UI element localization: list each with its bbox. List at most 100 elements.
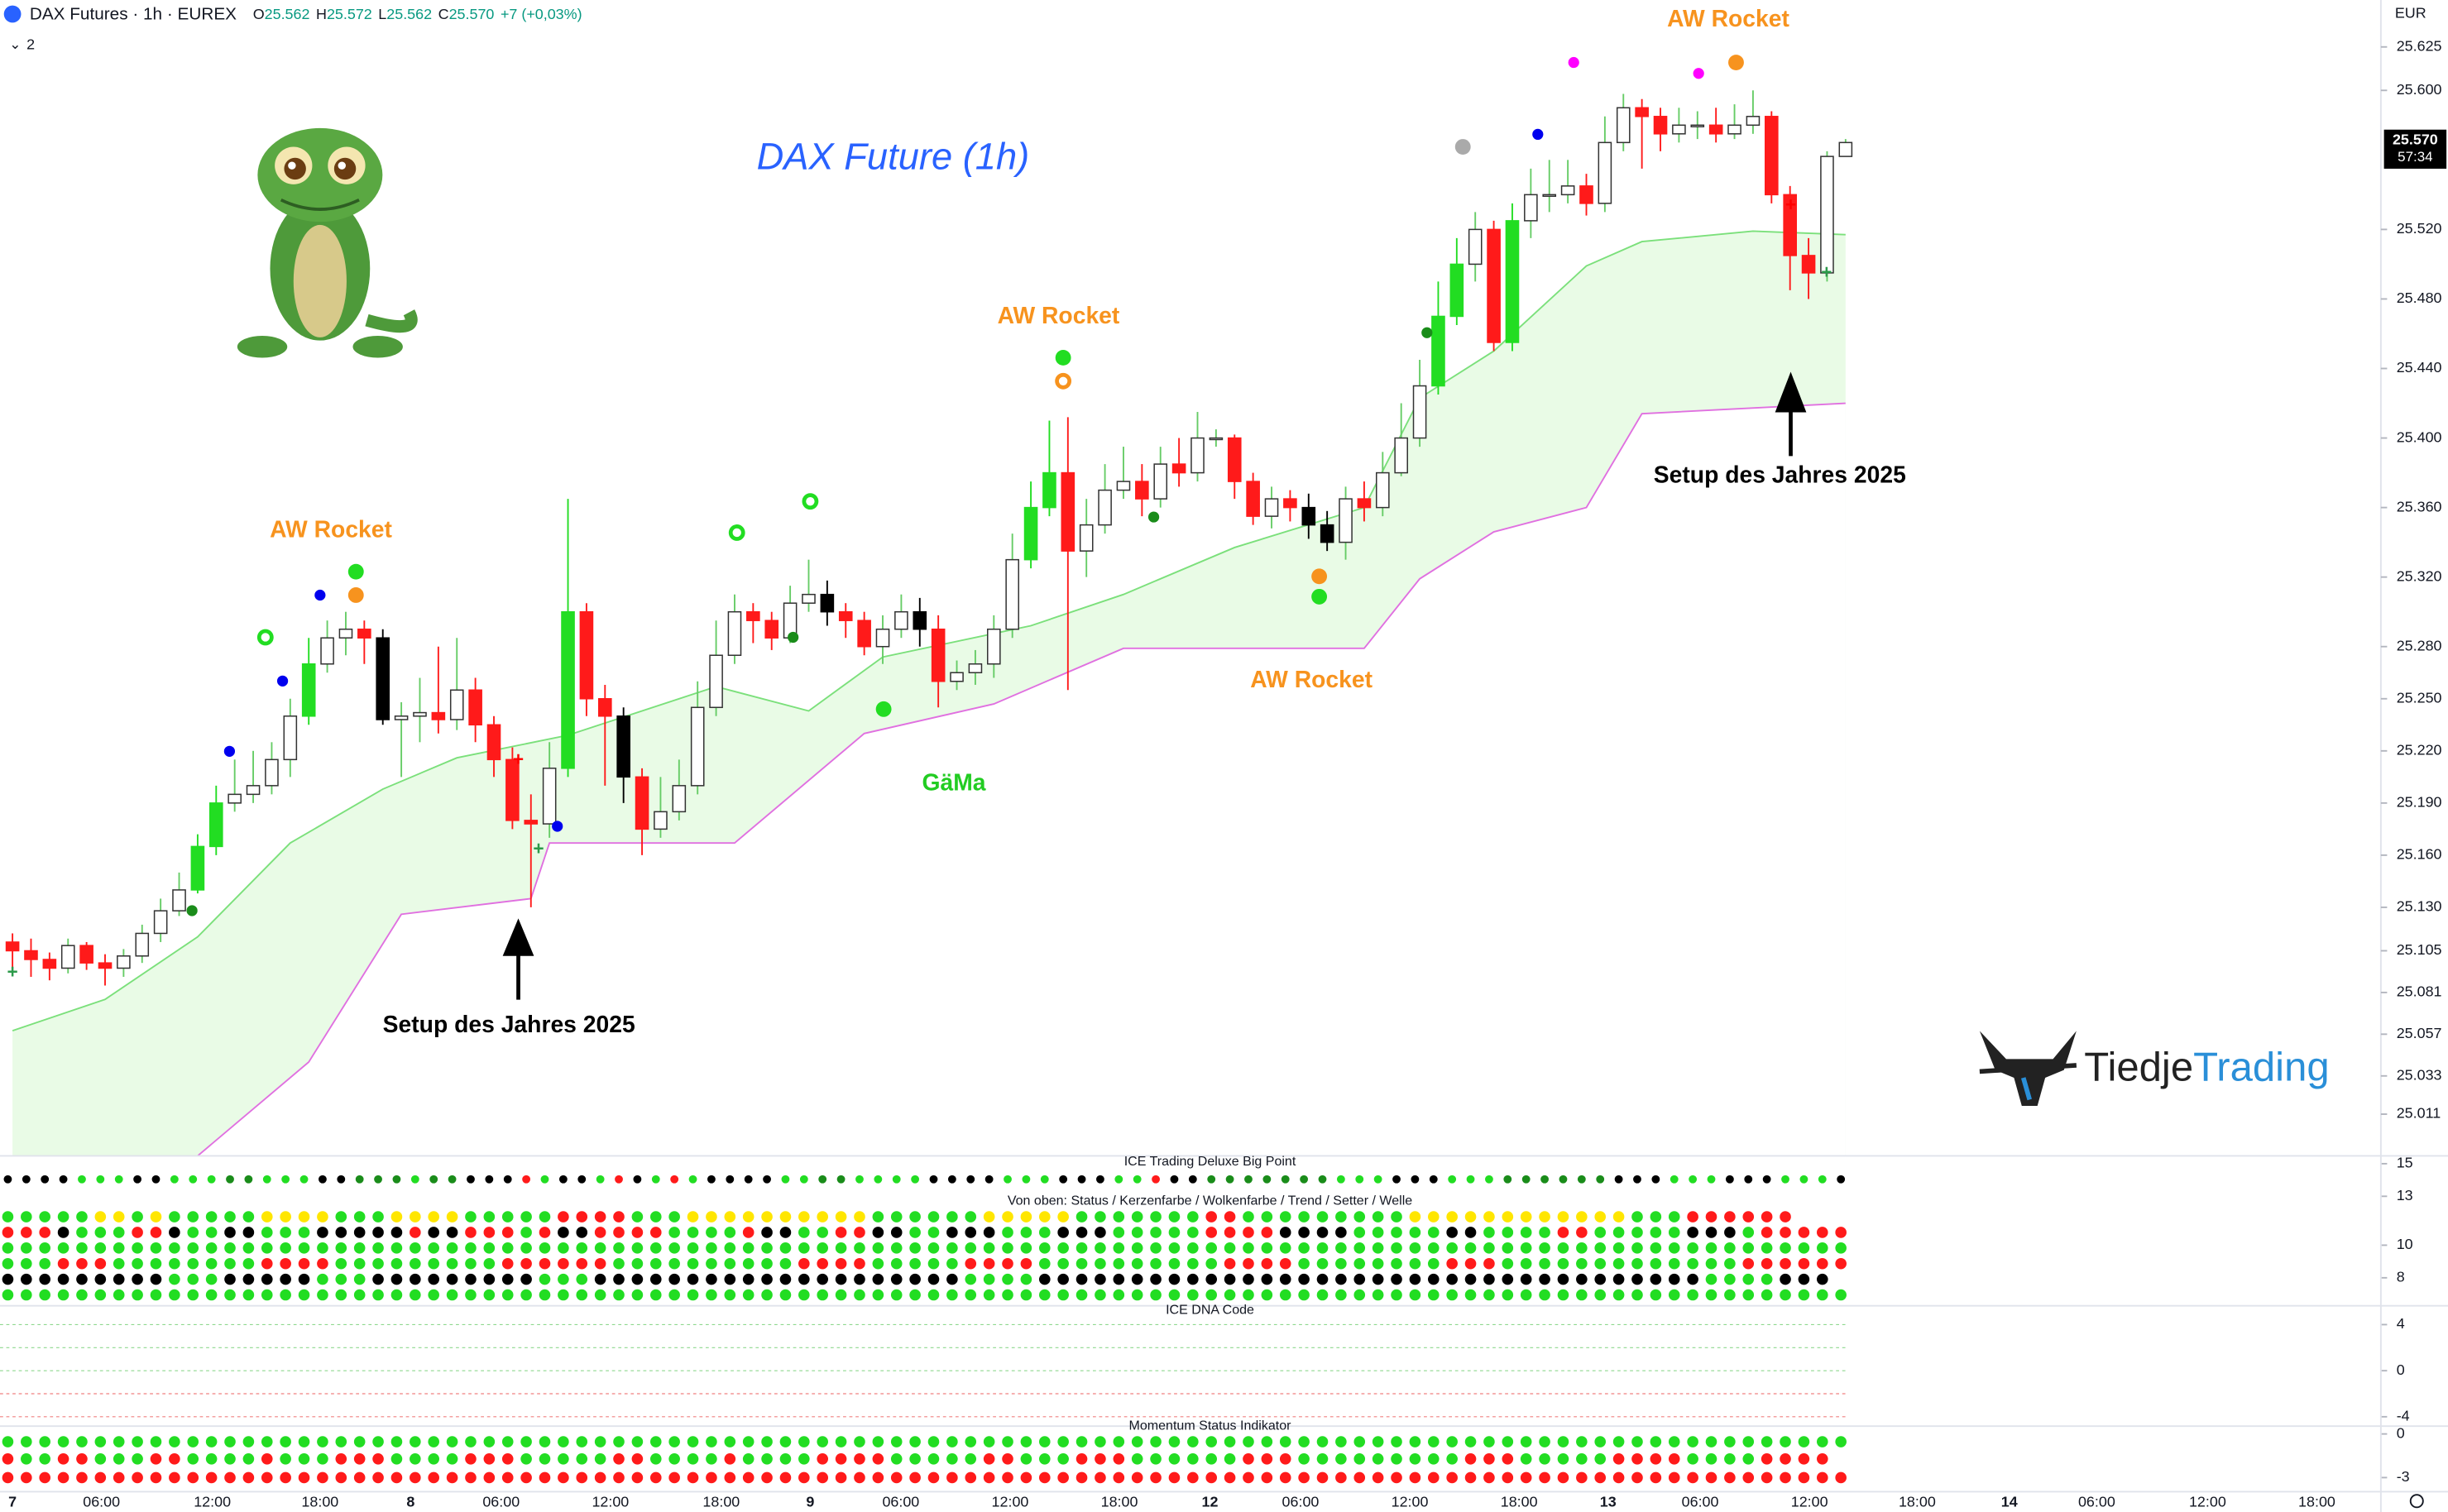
signal-dot <box>761 1452 773 1465</box>
signal-dot <box>1631 1436 1643 1447</box>
signal-dot <box>668 1257 680 1270</box>
signal-dot <box>1279 1227 1291 1238</box>
pane-count[interactable]: 2 <box>26 36 35 52</box>
signal-dot <box>1594 1242 1607 1254</box>
signal-dot <box>1576 1471 1588 1484</box>
signal-dot <box>59 1175 68 1184</box>
signal-dot <box>1650 1242 1662 1254</box>
ohlc-value: 25.570 <box>449 6 495 22</box>
signal-dot <box>761 1242 773 1254</box>
signal-dot <box>2 1257 14 1270</box>
signal-dot <box>1650 1471 1662 1484</box>
signal-dot <box>1391 1452 1402 1465</box>
signal-dot <box>835 1436 847 1447</box>
ohlc-label: L <box>378 6 386 22</box>
signal-dot <box>410 1452 421 1465</box>
signal-dot <box>1742 1227 1755 1238</box>
signal-dot <box>3 1175 12 1184</box>
signal-dot <box>1243 1452 1254 1465</box>
signal-dot <box>929 1175 938 1184</box>
signal-dot <box>1298 1436 1310 1447</box>
signal-dot <box>1483 1227 1495 1238</box>
pane-tick-label: 0 <box>2397 1424 2405 1441</box>
x-tick-label: 06:00 <box>1282 1493 1320 1510</box>
signal-dot <box>1391 1227 1402 1238</box>
signal-dot <box>1391 1257 1402 1270</box>
svg-text:+: + <box>1785 194 1796 215</box>
collapse-arrow[interactable]: ⌄ <box>9 36 21 52</box>
signal-dot <box>1539 1242 1550 1254</box>
signal-dot <box>132 1436 143 1447</box>
signal-dot <box>1224 1257 1236 1270</box>
signal-dot <box>57 1257 69 1270</box>
signal-dot <box>539 1471 551 1484</box>
signal-dot <box>817 1452 829 1465</box>
candle-body <box>1116 481 1131 491</box>
signal-dot <box>76 1211 88 1223</box>
signal-dot <box>1576 1436 1588 1447</box>
price-tag-value: 25.570 <box>2393 132 2438 148</box>
signal-dot <box>927 1227 940 1238</box>
signal-dot <box>21 1436 32 1447</box>
candle-body <box>1505 220 1520 343</box>
candle-body <box>60 945 75 969</box>
signal-dot <box>1483 1242 1495 1254</box>
signal-dot <box>1502 1211 1514 1223</box>
signal-dot <box>854 1242 865 1254</box>
candle-body <box>1079 524 1094 552</box>
signal-dot <box>687 1289 699 1301</box>
signal-dot <box>539 1211 551 1223</box>
settings-icon[interactable] <box>2409 1494 2424 1509</box>
symbol: DAX Futures · 1h · EUREX <box>30 4 237 23</box>
signal-dot <box>1150 1227 1162 1238</box>
candle-body <box>1468 228 1483 266</box>
signal-dot <box>1502 1452 1514 1465</box>
candle-body <box>468 689 482 726</box>
signal-dot <box>465 1211 477 1223</box>
signal-dot <box>854 1257 865 1270</box>
signal-dot <box>1502 1273 1514 1285</box>
candle-body <box>135 932 150 957</box>
signal-dot <box>670 1175 679 1184</box>
signal-dot <box>724 1436 736 1447</box>
x-tick-label: 12:00 <box>592 1493 629 1510</box>
y-tick-label: 25.250 <box>2397 689 2442 706</box>
signal-dot <box>21 1227 32 1238</box>
signal-dot <box>353 1257 366 1270</box>
signal-dot <box>1650 1211 1662 1223</box>
signal-dot <box>1059 1175 1068 1184</box>
signal-dot <box>1057 1227 1069 1238</box>
signal-dot <box>299 1175 309 1184</box>
signal-dot <box>94 1273 107 1285</box>
candle-body <box>1376 471 1390 509</box>
candle-body <box>338 628 353 639</box>
x-tick-label: 12:00 <box>2189 1493 2226 1510</box>
x-tick-label: 18:00 <box>1899 1493 1936 1510</box>
signal-dot <box>1837 1175 1846 1184</box>
signal-dot <box>1594 1227 1607 1238</box>
signal-dot <box>1279 1452 1291 1465</box>
signal-dot <box>1502 1436 1514 1447</box>
signal-dot <box>707 1175 716 1184</box>
signal-dot <box>1150 1436 1162 1447</box>
candle-body <box>376 637 390 720</box>
signal-dot <box>1594 1471 1607 1484</box>
signal-dot <box>1353 1289 1366 1301</box>
candle-body <box>802 593 816 604</box>
signal-dot <box>1020 1257 1032 1270</box>
signal-dot <box>1612 1257 1625 1270</box>
signal-dot <box>428 1227 439 1238</box>
signal-dot <box>1168 1471 1181 1484</box>
signal-dot <box>1485 1175 1493 1184</box>
signal-dot <box>205 1242 218 1254</box>
signal-dot <box>1131 1227 1143 1238</box>
signal-dot <box>1316 1273 1329 1285</box>
signal-dot <box>1279 1211 1291 1223</box>
signal-dot <box>1298 1242 1310 1254</box>
signal-dot <box>2 1452 14 1465</box>
signal-dot <box>520 1227 532 1238</box>
signal-dot <box>1224 1289 1236 1301</box>
signal-dot <box>1279 1289 1291 1301</box>
signal-dot <box>1022 1175 1031 1184</box>
signal-dot <box>1798 1242 1810 1254</box>
